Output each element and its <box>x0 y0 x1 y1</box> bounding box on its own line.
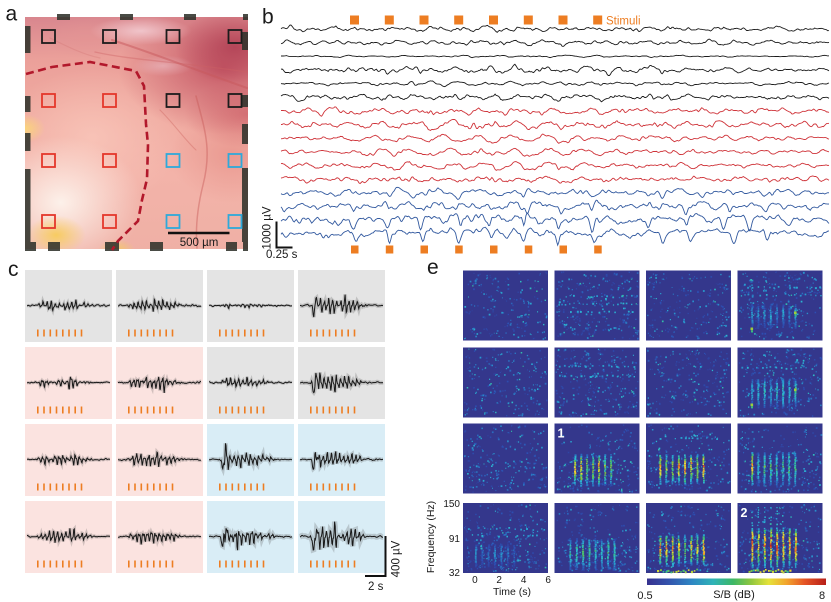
svg-text:0.25 s: 0.25 s <box>266 249 298 261</box>
svg-text:0.5: 0.5 <box>637 590 652 602</box>
svg-text:Frequency (Hz): Frequency (Hz) <box>425 501 437 573</box>
svg-text:2 s: 2 s <box>368 581 384 593</box>
svg-text:91: 91 <box>449 534 461 545</box>
svg-text:2: 2 <box>741 506 748 520</box>
svg-text:400 µV: 400 µV <box>391 540 403 577</box>
svg-text:b: b <box>262 5 274 28</box>
svg-text:0: 0 <box>472 575 478 586</box>
svg-text:4: 4 <box>521 575 527 586</box>
svg-text:8: 8 <box>819 590 825 602</box>
svg-text:150: 150 <box>443 499 460 510</box>
svg-text:1: 1 <box>558 427 565 441</box>
svg-text:a: a <box>6 3 18 26</box>
svg-text:6: 6 <box>545 575 551 586</box>
svg-text:S/B (dB): S/B (dB) <box>713 589 755 601</box>
svg-text:c: c <box>8 258 19 281</box>
svg-text:2: 2 <box>496 575 502 586</box>
svg-text:32: 32 <box>449 568 461 579</box>
svg-text:500 µm: 500 µm <box>180 237 219 249</box>
svg-text:Stimuli: Stimuli <box>606 16 641 28</box>
svg-text:1000 µV: 1000 µV <box>262 206 274 249</box>
svg-text:e: e <box>427 256 439 279</box>
svg-text:Time (s): Time (s) <box>493 586 531 598</box>
